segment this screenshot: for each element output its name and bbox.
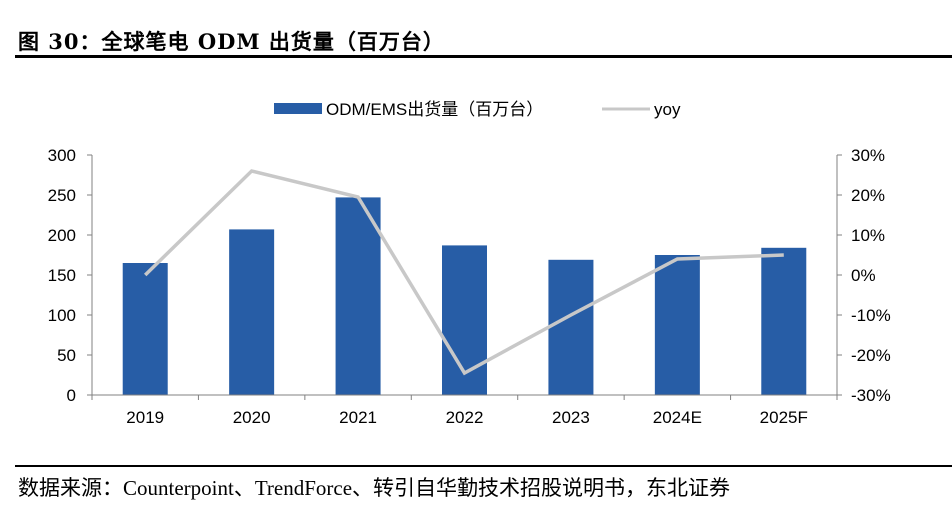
bar-2025F: [761, 247, 807, 395]
y-right-tick-label: 0%: [851, 266, 876, 285]
x-tick-label: 2023: [552, 408, 590, 427]
y-right-tick-label: -10%: [851, 306, 891, 325]
x-tick-label: 2022: [446, 408, 484, 427]
y-right-tick-label: 10%: [851, 226, 885, 245]
y-right-tick-label: 20%: [851, 186, 885, 205]
bar-2019: [122, 263, 168, 395]
y-left-tick-label: 200: [48, 226, 76, 245]
x-tick-label: 2025F: [760, 408, 808, 427]
legend: ODM/EMS出货量（百万台） yoy: [274, 100, 681, 119]
x-tick-label: 2019: [126, 408, 164, 427]
source-note: 数据来源：Counterpoint、TrendForce、转引自华勤技术招股说明…: [18, 476, 731, 500]
legend-line-label: yoy: [654, 100, 681, 119]
bar-2023: [548, 259, 594, 395]
y-left-tick-label: 300: [48, 146, 76, 165]
bar-2020: [229, 229, 275, 395]
y-left-tick-label: 150: [48, 266, 76, 285]
y-right-tick-label: 30%: [851, 146, 885, 165]
y-left-tick-label: 250: [48, 186, 76, 205]
y-right-tick-label: -20%: [851, 346, 891, 365]
yoy-line-group: [143, 169, 784, 376]
bar-2024E: [654, 255, 700, 395]
bar-2021: [335, 197, 381, 395]
legend-bar-swatch: [274, 103, 322, 114]
axes-group: [87, 154, 842, 400]
x-tick-label: 2021: [339, 408, 377, 427]
labels-group: 0 50 100 150 200 250 300 -30% -20% -10% 0% 10% 20% 30…: [48, 146, 891, 427]
source-divider: [15, 465, 952, 467]
x-tick-label: 2020: [233, 408, 271, 427]
y-right-tick-label: -30%: [851, 386, 891, 405]
figure-title: 图 30：全球笔电 ODM 出货量（百万台）: [18, 29, 445, 54]
bars-group: [122, 197, 807, 395]
y-left-tick-label: 50: [57, 346, 76, 365]
title-divider: [15, 55, 952, 58]
legend-bar-label: ODM/EMS出货量（百万台）: [326, 100, 543, 119]
y-left-tick-label: 0: [67, 386, 76, 405]
x-tick-label: 2024E: [653, 408, 702, 427]
y-left-tick-label: 100: [48, 306, 76, 325]
